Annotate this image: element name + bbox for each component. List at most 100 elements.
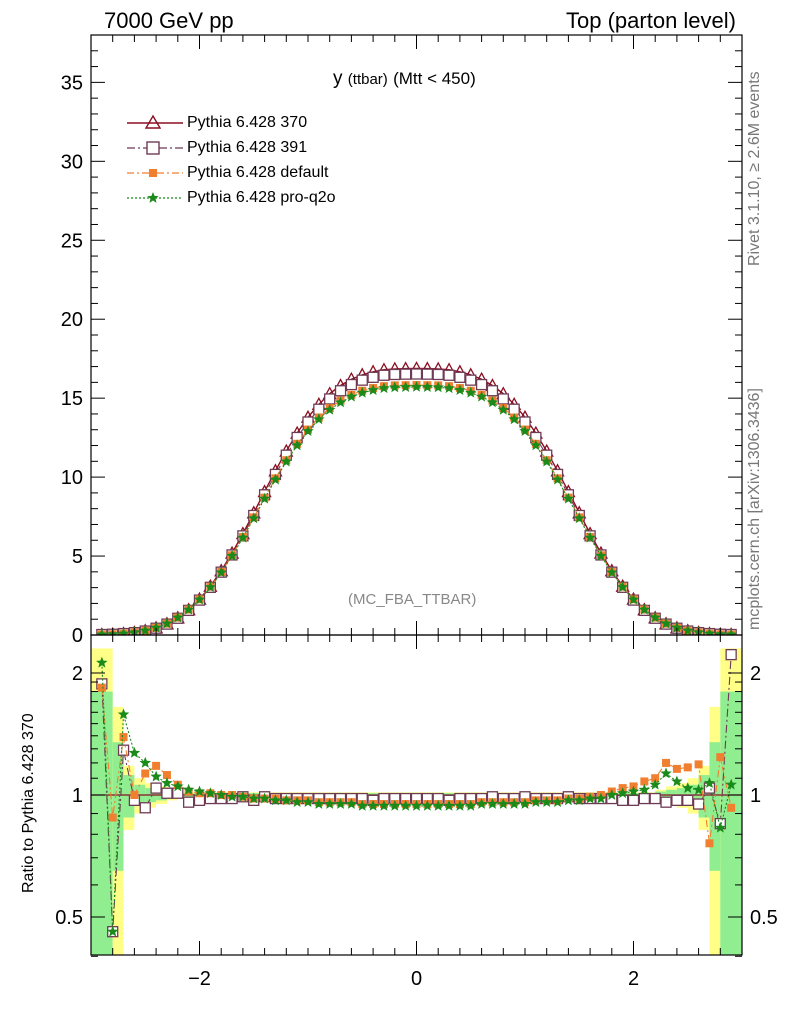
ratio-point (193, 785, 206, 797)
ratio-point (432, 799, 444, 811)
main-y-tick-label: 10 (61, 467, 83, 489)
ratio-point (551, 796, 564, 807)
main-point (356, 374, 368, 386)
main-point (475, 390, 488, 402)
ratio-point (150, 782, 162, 794)
ratio-point (682, 794, 694, 807)
ratio-y-tick-label-right: 1 (750, 785, 761, 807)
ratio-point (617, 794, 629, 807)
main-point (541, 455, 553, 467)
main-point (139, 624, 151, 635)
ratio-point (399, 799, 412, 811)
ratio-point (651, 774, 660, 783)
plot-title-tail: (Mtt < 450) (393, 69, 476, 88)
rivet-label: Rivet 3.1.10, ≥ 2.6M events (746, 71, 763, 266)
ratio-point (248, 792, 260, 804)
main-point (519, 425, 531, 436)
mcplots-label: mcplots.cern.ch [arXiv:1306.3436] (746, 388, 763, 630)
ratio-point (595, 792, 607, 804)
axis-ticks: 0 5 10 15 20 25 30 35 −2 0 2 0.5 0.5 1 1 2 2 (55, 34, 778, 990)
main-point (649, 611, 661, 623)
ratio-point (454, 799, 466, 811)
main-point (421, 381, 434, 392)
ratio-point (226, 790, 238, 802)
ratio-point (150, 770, 162, 782)
main-point (258, 492, 271, 504)
main-point (161, 617, 173, 629)
main-point (616, 581, 629, 592)
analysis-label: (MC_FBA_TTBAR) (348, 591, 477, 608)
ratio-point (345, 798, 358, 809)
main-point (389, 368, 401, 381)
ratio-point (573, 794, 585, 806)
ratio-point (649, 778, 661, 790)
band-green (720, 691, 742, 955)
ratio-x-tick-label: 0 (411, 968, 422, 990)
ratio-point (486, 798, 499, 809)
main-y-tick-label: 25 (61, 230, 83, 252)
legend-label-default: Pythia 6.428 default (187, 163, 329, 181)
ratio-point (671, 775, 683, 787)
main-point (638, 603, 651, 615)
main-point (660, 617, 672, 629)
ratio-point (182, 783, 195, 795)
plot-title-sub: (ttbar) (347, 71, 388, 88)
main-point (324, 403, 336, 415)
main-point (378, 382, 390, 394)
ratio-point (627, 794, 640, 807)
main-point (497, 403, 509, 415)
legend-item-default: Pythia 6.428 default (125, 160, 336, 185)
ratio-point (139, 802, 151, 814)
ratio-point (638, 783, 651, 795)
main-y-tick-label: 5 (72, 546, 83, 568)
main-point (389, 381, 401, 393)
ratio-point (367, 799, 379, 811)
ratio-point (107, 925, 119, 937)
main-point (454, 371, 466, 383)
main-point (443, 382, 455, 394)
legend-marker-q2o (127, 191, 183, 203)
main-y-tick-label: 0 (72, 625, 83, 647)
ratio-point (172, 787, 184, 799)
main-series-layer (96, 361, 737, 635)
ratio-point (162, 771, 171, 780)
main-point (334, 396, 347, 408)
main-point (345, 378, 358, 391)
ratio-point (660, 767, 672, 779)
ratio-point (640, 777, 649, 786)
main-point (280, 455, 292, 467)
ratio-point (237, 790, 249, 802)
ratio-point (694, 760, 703, 769)
main-point (291, 439, 303, 451)
main-point (172, 611, 184, 623)
ratio-point (139, 756, 151, 768)
legend-item-q2o: Pythia 6.428 pro-q2o (125, 185, 336, 210)
ratio-point (324, 798, 336, 809)
main-point (117, 627, 130, 635)
ratio-point (638, 792, 650, 805)
ratio-series-layer (96, 648, 737, 938)
ratio-point (421, 799, 434, 811)
ratio-point (96, 656, 108, 668)
ratio-series-2 (96, 656, 737, 937)
main-y-tick-label: 20 (61, 309, 83, 331)
ratio-point (727, 803, 736, 812)
ratio-point (117, 708, 130, 720)
main-point (345, 390, 358, 402)
main-point (443, 369, 455, 381)
main-point (302, 425, 314, 436)
legend-item-370: Pythia 6.428 370 (125, 110, 336, 135)
main-point (182, 603, 195, 615)
main-point (562, 492, 575, 504)
ratio-point (313, 798, 325, 809)
main-point (204, 581, 217, 592)
ratio-point (497, 798, 509, 809)
ratio-point (378, 799, 390, 811)
main-point (367, 371, 379, 383)
main-point (725, 628, 737, 635)
ratio-point (161, 777, 173, 788)
ratio-point (519, 798, 531, 809)
main-point (584, 531, 596, 543)
ratio-point (662, 758, 671, 767)
